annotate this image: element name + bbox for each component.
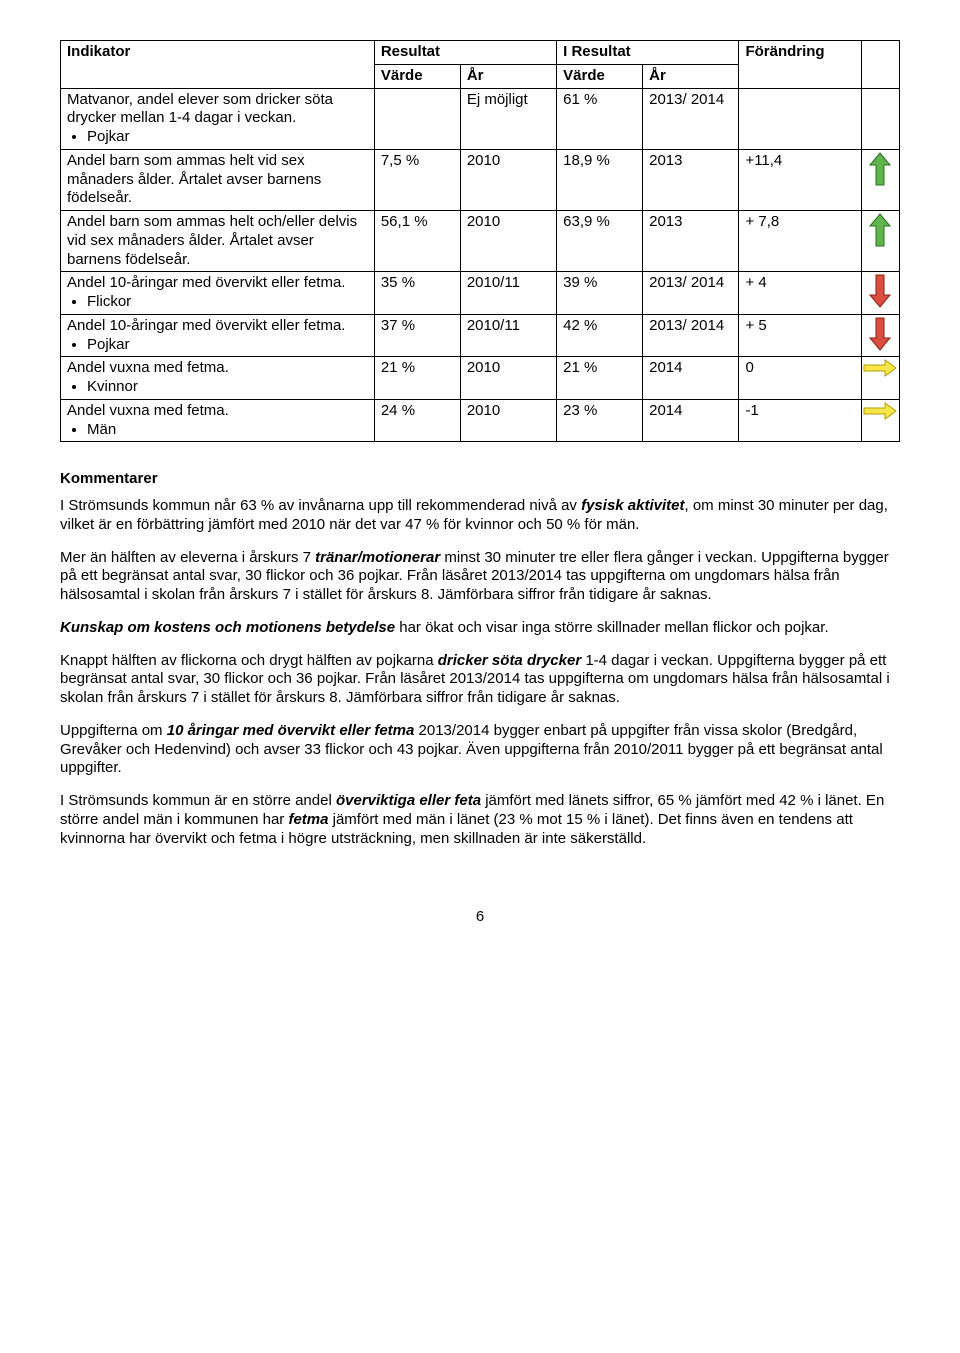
indicator-cell: Andel vuxna med fetma. Män [61, 399, 375, 442]
cell-v2: 23 % [557, 399, 643, 442]
header-value-2: Värde [557, 64, 643, 88]
cell-v1: 37 % [374, 314, 460, 357]
indicator-bullets: Kvinnor [87, 378, 368, 397]
indicator-bullet: Kvinnor [87, 378, 368, 397]
indicator-cell: Andel 10-åringar med övervikt eller fetm… [61, 314, 375, 357]
indicator-cell: Andel vuxna med fetma. Kvinnor [61, 357, 375, 400]
indicator-cell: Matvanor, andel elever som dricker söta … [61, 88, 375, 149]
arrow-up-icon [861, 149, 899, 210]
cell-v2: 63,9 % [557, 211, 643, 272]
indicator-bullet: Pojkar [87, 128, 368, 147]
indicator-cell: Andel 10-åringar med övervikt eller fetm… [61, 272, 375, 315]
comment-paragraph: Knappt hälften av flickorna och drygt hä… [60, 652, 900, 708]
header-result: Resultat [374, 41, 556, 65]
cell-change: + 4 [739, 272, 861, 315]
indicator-text: Andel 10-åringar med övervikt eller fetm… [67, 274, 345, 291]
table-row: Andel 10-åringar med övervikt eller fetm… [61, 272, 900, 315]
comment-paragraph: I Strömsunds kommun når 63 % av invånarn… [60, 497, 900, 535]
header-value-1: Värde [374, 64, 460, 88]
cell-v1: 56,1 % [374, 211, 460, 272]
header-iresult: I Resultat [557, 41, 739, 65]
cell-y1: 2010 [460, 357, 556, 400]
cell-y2: 2013/ 2014 [643, 314, 739, 357]
comments-heading: Kommentarer [60, 470, 900, 489]
indicator-bullets: Pojkar [87, 128, 368, 147]
cell-v2: 61 % [557, 88, 643, 149]
cell-v1: 21 % [374, 357, 460, 400]
cell-y1: 2010 [460, 211, 556, 272]
indicator-bullet: Män [87, 421, 368, 440]
cell-change: 0 [739, 357, 861, 400]
header-year-1: År [460, 64, 556, 88]
header-icon [861, 41, 899, 89]
header-change: Förändring [739, 41, 861, 89]
indicator-table: Indikator Resultat I Resultat Förändring… [60, 40, 900, 442]
cell-change: +11,4 [739, 149, 861, 210]
cell-change: + 7,8 [739, 211, 861, 272]
cell-y1: Ej möjligt [460, 88, 556, 149]
table-row: Andel vuxna med fetma. Män 24 %201023 %201… [61, 399, 900, 442]
table-row: Andel vuxna med fetma. Kvinnor 21 %201021 … [61, 357, 900, 400]
arrow-flat-icon [861, 399, 899, 442]
indicator-text: Andel vuxna med fetma. [67, 402, 229, 419]
comment-paragraph: Uppgifterna om 10 åringar med övervikt e… [60, 722, 900, 778]
comment-paragraph: Mer än hälften av eleverna i årskurs 7 t… [60, 549, 900, 605]
cell-v2: 39 % [557, 272, 643, 315]
page-number: 6 [60, 908, 900, 927]
arrow-up-icon [861, 211, 899, 272]
header-year-2: År [643, 64, 739, 88]
indicator-text: Matvanor, andel elever som dricker söta … [67, 91, 333, 127]
table-row: Andel barn som ammas helt vid sex månade… [61, 149, 900, 210]
cell-v2: 18,9 % [557, 149, 643, 210]
indicator-text: Andel barn som ammas helt vid sex månade… [67, 152, 321, 207]
indicator-bullets: Pojkar [87, 336, 368, 355]
indicator-text: Andel vuxna med fetma. [67, 359, 229, 376]
comment-paragraph: I Strömsunds kommun är en större andel ö… [60, 792, 900, 848]
arrow-flat-icon [861, 357, 899, 400]
indicator-text: Andel barn som ammas helt och/eller delv… [67, 213, 357, 268]
table-row: Matvanor, andel elever som dricker söta … [61, 88, 900, 149]
cell-v2: 21 % [557, 357, 643, 400]
cell-change: + 5 [739, 314, 861, 357]
indicator-bullets: Män [87, 421, 368, 440]
cell-y1: 2010 [460, 399, 556, 442]
arrow-down-icon [861, 314, 899, 357]
cell-y1: 2010 [460, 149, 556, 210]
table-row: Andel barn som ammas helt och/eller delv… [61, 211, 900, 272]
comment-paragraph: Kunskap om kostens och motionens betydel… [60, 619, 900, 638]
cell-y2: 2014 [643, 357, 739, 400]
comments-body: I Strömsunds kommun når 63 % av invånarn… [60, 497, 900, 848]
arrow-down-icon [861, 272, 899, 315]
indicator-bullet: Flickor [87, 293, 368, 312]
indicator-bullet: Pojkar [87, 336, 368, 355]
cell-change: -1 [739, 399, 861, 442]
table-row: Andel 10-åringar med övervikt eller fetm… [61, 314, 900, 357]
cell-v1: 7,5 % [374, 149, 460, 210]
cell-v2: 42 % [557, 314, 643, 357]
indicator-cell: Andel barn som ammas helt och/eller delv… [61, 211, 375, 272]
indicator-cell: Andel barn som ammas helt vid sex månade… [61, 149, 375, 210]
indicator-text: Andel 10-åringar med övervikt eller fetm… [67, 317, 345, 334]
cell-y2: 2013 [643, 149, 739, 210]
cell-y2: 2013/ 2014 [643, 88, 739, 149]
cell-y2: 2013/ 2014 [643, 272, 739, 315]
cell-v1: 24 % [374, 399, 460, 442]
indicator-bullets: Flickor [87, 293, 368, 312]
cell-y2: 2014 [643, 399, 739, 442]
cell-y1: 2010/11 [460, 314, 556, 357]
header-indicator: Indikator [61, 41, 375, 89]
cell-v1 [374, 88, 460, 149]
icon-empty [861, 88, 899, 149]
cell-y1: 2010/11 [460, 272, 556, 315]
cell-v1: 35 % [374, 272, 460, 315]
cell-change [739, 88, 861, 149]
cell-y2: 2013 [643, 211, 739, 272]
